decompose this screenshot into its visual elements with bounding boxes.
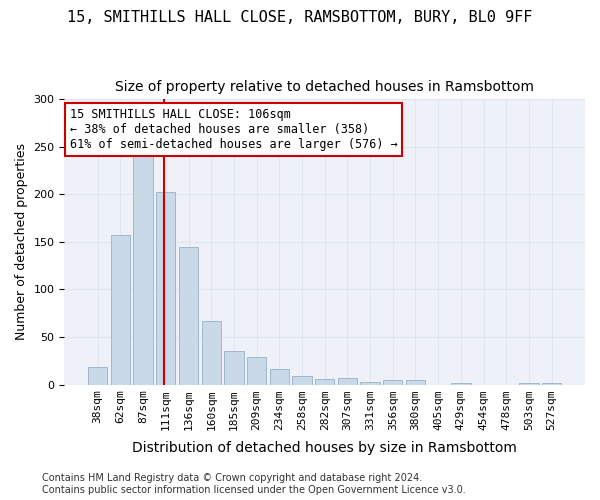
Bar xyxy=(224,352,244,384)
Title: Size of property relative to detached houses in Ramsbottom: Size of property relative to detached ho… xyxy=(115,80,534,94)
Bar xyxy=(315,379,334,384)
Bar xyxy=(156,192,175,384)
Bar xyxy=(451,382,470,384)
Bar xyxy=(269,370,289,384)
Y-axis label: Number of detached properties: Number of detached properties xyxy=(15,144,28,340)
Bar xyxy=(133,147,153,384)
Bar xyxy=(383,380,403,384)
Bar xyxy=(520,382,539,384)
Bar xyxy=(247,357,266,384)
Bar xyxy=(338,378,357,384)
Bar xyxy=(406,380,425,384)
Bar xyxy=(202,321,221,384)
Text: 15, SMITHILLS HALL CLOSE, RAMSBOTTOM, BURY, BL0 9FF: 15, SMITHILLS HALL CLOSE, RAMSBOTTOM, BU… xyxy=(67,10,533,25)
Bar xyxy=(542,382,562,384)
Bar xyxy=(88,368,107,384)
Bar xyxy=(292,376,311,384)
Bar xyxy=(179,246,198,384)
Text: Contains HM Land Registry data © Crown copyright and database right 2024.
Contai: Contains HM Land Registry data © Crown c… xyxy=(42,474,466,495)
Bar xyxy=(111,236,130,384)
Bar xyxy=(361,382,380,384)
Text: 15 SMITHILLS HALL CLOSE: 106sqm
← 38% of detached houses are smaller (358)
61% o: 15 SMITHILLS HALL CLOSE: 106sqm ← 38% of… xyxy=(70,108,397,151)
X-axis label: Distribution of detached houses by size in Ramsbottom: Distribution of detached houses by size … xyxy=(132,441,517,455)
